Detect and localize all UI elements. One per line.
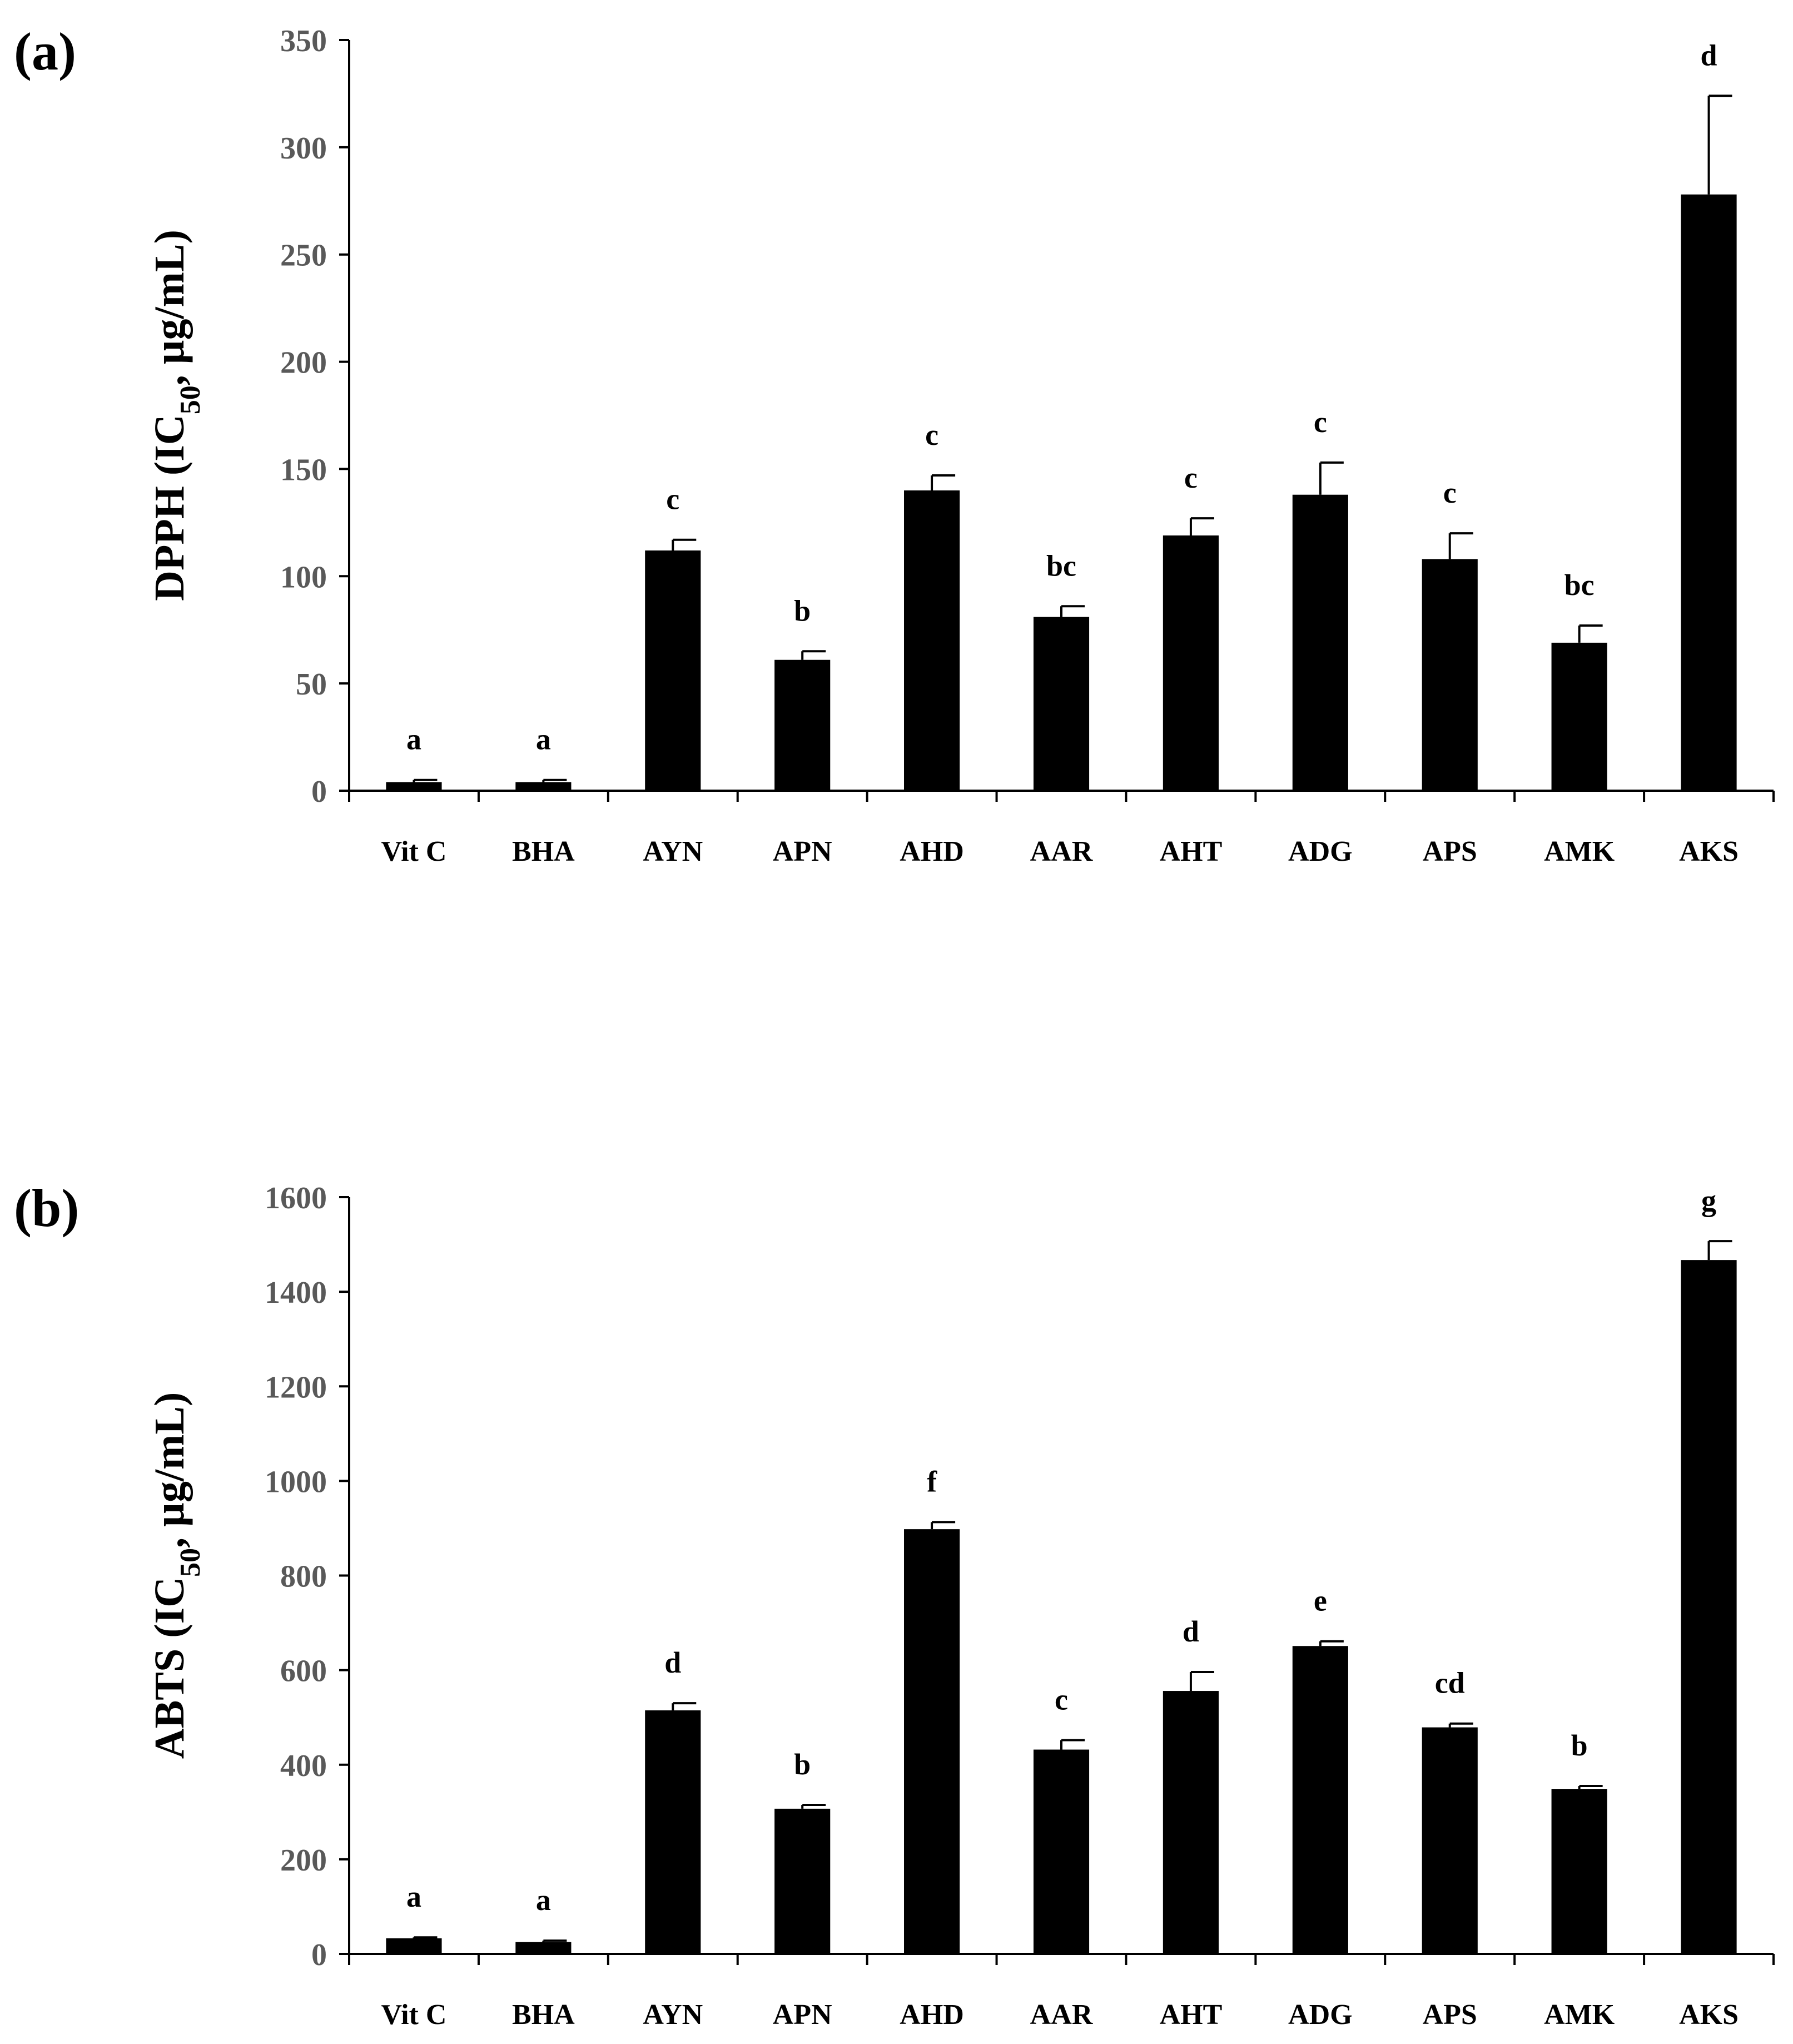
category-label: AAR — [1030, 1999, 1094, 2031]
bar-aps — [1422, 559, 1478, 791]
category-label: BHA — [512, 1999, 575, 2031]
y-axis-title-subscript: 50 — [175, 1548, 206, 1577]
significance-label: d — [664, 1646, 681, 1679]
y-axis-title-suffix: , µg/mL) — [146, 230, 193, 385]
significance-label: a — [536, 723, 551, 756]
bar-bha — [515, 1942, 572, 1954]
y-axis-title: ABTS (IC50, µg/mL) — [146, 1392, 206, 1759]
y-tick-label: 0 — [311, 1938, 327, 1972]
y-axis-title: DPPH (IC50, µg/mL) — [146, 230, 206, 601]
y-axis-title-prefix: ABTS (IC — [146, 1577, 193, 1759]
bar-ahd — [904, 1529, 960, 1954]
category-label: APS — [1423, 836, 1477, 867]
bar-ahd — [904, 490, 960, 791]
category-label: Vit C — [381, 836, 446, 867]
significance-label: b — [1571, 1729, 1588, 1762]
y-tick-label: 250 — [280, 239, 327, 273]
y-tick-label: 1000 — [265, 1465, 327, 1499]
significance-label: d — [1701, 38, 1717, 72]
category-label: AHT — [1160, 1999, 1223, 2031]
bar-aht — [1163, 535, 1219, 791]
significance-label: bc — [1046, 549, 1076, 582]
bar-ayn — [645, 550, 701, 791]
y-tick-label: 1200 — [265, 1370, 327, 1405]
y-tick-label: 350 — [280, 24, 327, 58]
significance-label: c — [1184, 461, 1198, 494]
category-label: AHD — [900, 836, 964, 867]
significance-label: c — [925, 418, 938, 452]
y-tick-label: 600 — [280, 1654, 327, 1689]
bar-vit-c — [386, 782, 442, 791]
significance-label: b — [794, 1748, 811, 1781]
panel-b: (b) 0 200 400 600 800 1000 1200 1400 1600 a Vit C a B… — [14, 1178, 1775, 2031]
y-tick-label: 50 — [296, 667, 327, 702]
y-tick-label: 1400 — [265, 1276, 327, 1310]
bar-aar — [1033, 1749, 1090, 1954]
significance-label: c — [666, 483, 679, 516]
category-label: AHD — [900, 1999, 964, 2031]
significance-label: a — [406, 723, 421, 756]
category-label: AMK — [1544, 1999, 1615, 2031]
category-label: APN — [773, 836, 832, 867]
y-tick-label: 0 — [311, 775, 327, 809]
significance-label: e — [1314, 1584, 1327, 1618]
bar-aar — [1033, 617, 1090, 791]
y-tick-label: 100 — [280, 560, 327, 594]
y-axis-title-prefix: DPPH (IC — [146, 414, 193, 601]
category-label: AHT — [1160, 836, 1223, 867]
bar-aps — [1422, 1727, 1478, 1954]
y-tick-label: 300 — [280, 131, 327, 166]
y-tick-label: 800 — [280, 1560, 327, 1594]
y-tick-label: 200 — [280, 346, 327, 380]
bar-bha — [515, 782, 572, 791]
significance-label: b — [794, 594, 811, 627]
panel-label: (b) — [14, 1178, 79, 1238]
bar-apn — [774, 659, 831, 791]
category-label: AAR — [1030, 836, 1094, 867]
category-label: AYN — [643, 1999, 703, 2031]
bar-ayn — [645, 1710, 701, 1954]
significance-label: c — [1314, 405, 1327, 439]
y-tick-label: 1600 — [265, 1181, 327, 1216]
category-label: ADG — [1288, 836, 1353, 867]
y-tick-label: 400 — [280, 1749, 327, 1783]
category-label: Vit C — [381, 1999, 446, 2031]
bar-apn — [774, 1808, 831, 1954]
bar-adg — [1292, 494, 1348, 791]
category-label: AKS — [1679, 1999, 1739, 2031]
category-label: ADG — [1288, 1999, 1353, 2031]
bar-adg — [1292, 1646, 1348, 1954]
significance-label: c — [1055, 1683, 1068, 1716]
panel-label: (a) — [14, 22, 76, 81]
significance-label: a — [406, 1880, 421, 1913]
significance-label: f — [927, 1465, 937, 1498]
category-label: AMK — [1544, 836, 1615, 867]
y-tick-label: 200 — [280, 1843, 327, 1878]
bar-vit-c — [386, 1938, 442, 1954]
y-axis-title-suffix: , µg/mL) — [146, 1392, 193, 1548]
significance-label: bc — [1564, 568, 1595, 602]
bar-amk — [1551, 642, 1607, 791]
significance-label: d — [1183, 1615, 1199, 1648]
category-label: AKS — [1679, 836, 1739, 867]
category-label: APS — [1423, 1999, 1477, 2031]
y-axis-title-subscript: 50 — [175, 385, 206, 414]
bar-amk — [1551, 1789, 1607, 1954]
y-tick-label: 150 — [280, 453, 327, 487]
bar-aks — [1681, 194, 1737, 791]
category-label: BHA — [512, 836, 575, 867]
category-label: APN — [773, 1999, 832, 2031]
panel-a: (a) 0 50 100 150 200 250 300 350 a Vit C a BHA c AYN b A… — [14, 22, 1775, 867]
significance-label: a — [536, 1883, 551, 1917]
bar-aks — [1681, 1260, 1737, 1954]
significance-label: cd — [1435, 1666, 1465, 1700]
significance-label: c — [1443, 476, 1457, 509]
category-label: AYN — [643, 836, 703, 867]
significance-label: g — [1701, 1184, 1716, 1217]
bar-aht — [1163, 1691, 1219, 1954]
